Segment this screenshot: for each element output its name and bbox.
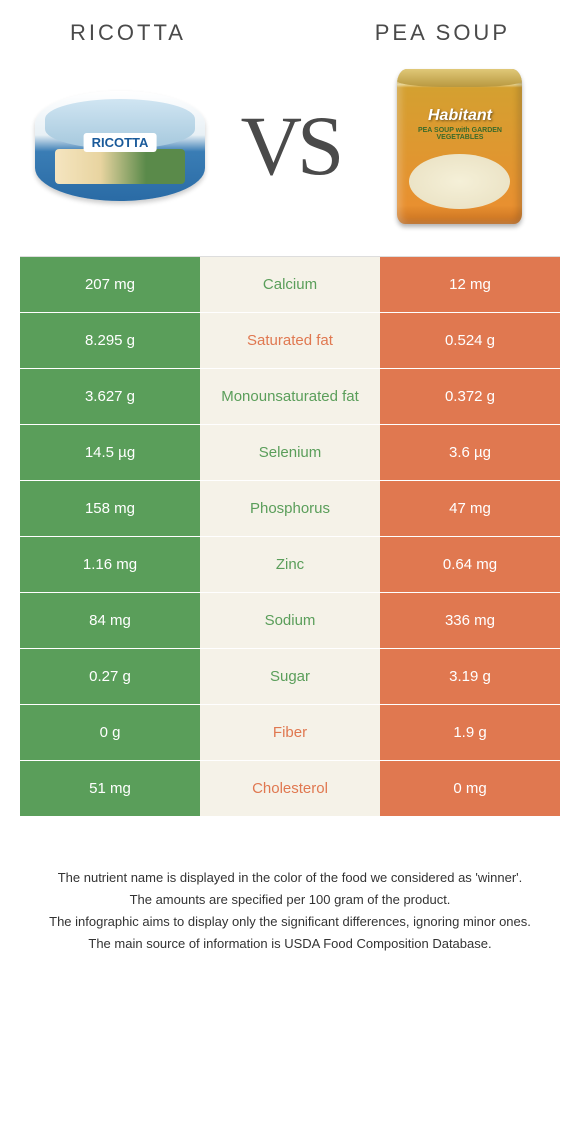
soup-can-graphic: Habitant PEA SOUP with GARDEN VEGETABLES: [397, 69, 522, 224]
nutrient-label-cell: Sugar: [200, 649, 380, 704]
ricotta-container-graphic: RICOTTA: [35, 91, 205, 201]
right-value-cell: 0.372 g: [380, 369, 560, 424]
footer-line: The nutrient name is displayed in the co…: [30, 867, 550, 889]
can-brand-label: Habitant: [428, 107, 492, 125]
right-value-cell: 47 mg: [380, 481, 560, 536]
left-value-cell: 14.5 µg: [20, 425, 200, 480]
nutrient-label-cell: Monounsaturated fat: [200, 369, 380, 424]
left-value-cell: 1.16 mg: [20, 537, 200, 592]
left-value-cell: 84 mg: [20, 593, 200, 648]
left-value-cell: 0 g: [20, 705, 200, 760]
left-value-cell: 0.27 g: [20, 649, 200, 704]
table-row: 84 mgSodium336 mg: [20, 593, 560, 649]
can-sub-label: PEA SOUP with GARDEN VEGETABLES: [410, 127, 510, 142]
footer-notes: The nutrient name is displayed in the co…: [0, 817, 580, 975]
table-row: 1.16 mgZinc0.64 mg: [20, 537, 560, 593]
nutrient-label-cell: Phosphorus: [200, 481, 380, 536]
footer-line: The main source of information is USDA F…: [30, 933, 550, 955]
right-value-cell: 336 mg: [380, 593, 560, 648]
product-images-row: RICOTTA VS Habitant PEA SOUP with GARDEN…: [0, 56, 580, 256]
left-value-cell: 158 mg: [20, 481, 200, 536]
nutrient-label-cell: Selenium: [200, 425, 380, 480]
nutrition-comparison-table: 207 mgCalcium12 mg8.295 gSaturated fat0.…: [20, 256, 560, 817]
right-value-cell: 3.6 µg: [380, 425, 560, 480]
footer-line: The amounts are specified per 100 gram o…: [30, 889, 550, 911]
footer-line: The infographic aims to display only the…: [30, 911, 550, 933]
vs-text: VS: [241, 97, 340, 195]
right-value-cell: 0 mg: [380, 761, 560, 816]
table-row: 207 mgCalcium12 mg: [20, 257, 560, 313]
table-row: 14.5 µgSelenium3.6 µg: [20, 425, 560, 481]
nutrient-label-cell: Zinc: [200, 537, 380, 592]
table-row: 0.27 gSugar3.19 g: [20, 649, 560, 705]
right-value-cell: 3.19 g: [380, 649, 560, 704]
nutrient-label-cell: Fiber: [200, 705, 380, 760]
nutrient-label-cell: Calcium: [200, 257, 380, 312]
nutrient-label-cell: Cholesterol: [200, 761, 380, 816]
table-row: 8.295 gSaturated fat0.524 g: [20, 313, 560, 369]
can-soup-bowl: [409, 154, 510, 209]
right-product-image: Habitant PEA SOUP with GARDEN VEGETABLES: [370, 76, 550, 216]
nutrient-label-cell: Saturated fat: [200, 313, 380, 368]
left-value-cell: 51 mg: [20, 761, 200, 816]
left-value-cell: 8.295 g: [20, 313, 200, 368]
table-row: 0 gFiber1.9 g: [20, 705, 560, 761]
right-value-cell: 1.9 g: [380, 705, 560, 760]
left-product-title: RICOTTA: [70, 20, 186, 46]
table-row: 158 mgPhosphorus47 mg: [20, 481, 560, 537]
right-product-title: PEA SOUP: [375, 20, 510, 46]
right-value-cell: 12 mg: [380, 257, 560, 312]
table-row: 51 mgCholesterol0 mg: [20, 761, 560, 817]
header-row: RICOTTA PEA SOUP: [0, 0, 580, 56]
right-value-cell: 0.524 g: [380, 313, 560, 368]
right-value-cell: 0.64 mg: [380, 537, 560, 592]
ricotta-package-label: RICOTTA: [84, 133, 157, 152]
left-value-cell: 207 mg: [20, 257, 200, 312]
left-value-cell: 3.627 g: [20, 369, 200, 424]
table-row: 3.627 gMonounsaturated fat0.372 g: [20, 369, 560, 425]
ricotta-food-photo: [55, 149, 185, 184]
can-lid: [397, 69, 522, 87]
left-product-image: RICOTTA: [30, 76, 210, 216]
nutrient-label-cell: Sodium: [200, 593, 380, 648]
